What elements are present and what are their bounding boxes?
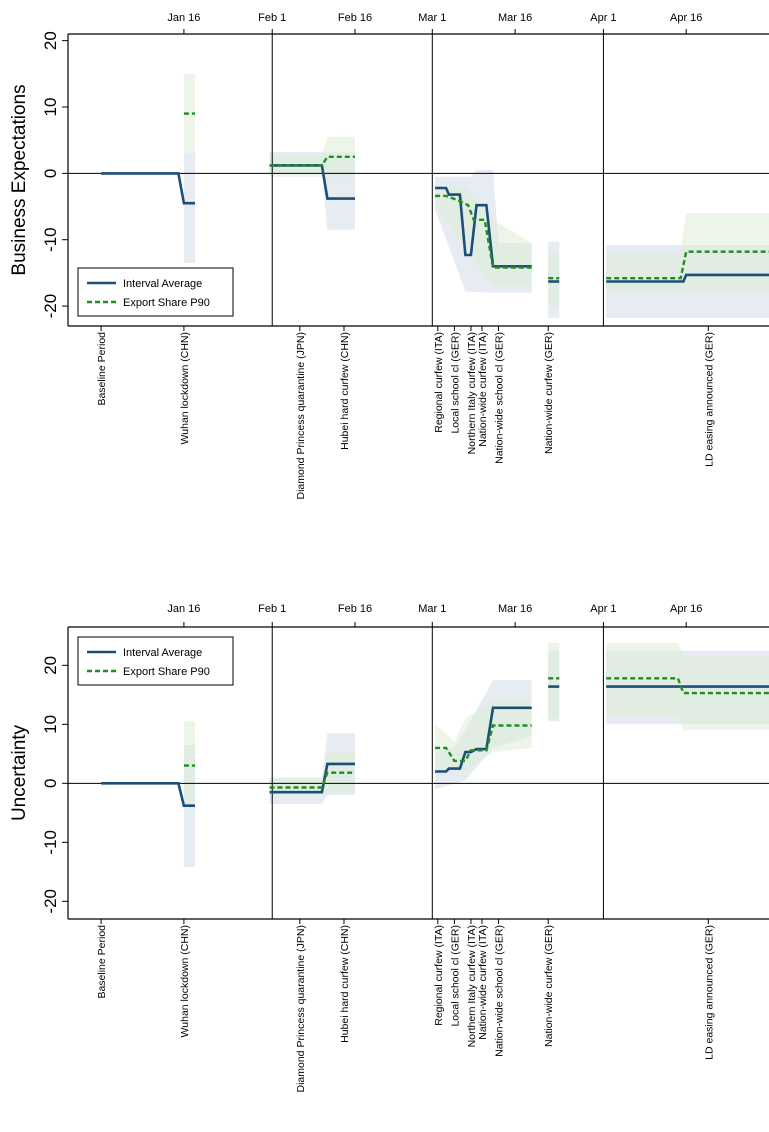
date-tick-label: Mar 16 <box>498 603 532 615</box>
date-tick-label: Jan 16 <box>167 603 200 615</box>
y-axis-title: Uncertainty <box>9 724 30 821</box>
export-share-band <box>269 136 355 177</box>
date-tick-label: Apr 1 <box>590 603 616 615</box>
export-share-line <box>269 771 355 789</box>
event-label: Baseline Period <box>96 332 108 406</box>
date-tick-label: Feb 16 <box>338 12 372 24</box>
export-share-band <box>183 73 195 154</box>
export-share-band <box>435 186 532 287</box>
event-label: Northern Italy curfew (ITA) <box>466 925 478 1047</box>
event-label: Nation-wide curfew (GER) <box>543 925 555 1047</box>
legend: Interval Average Export Share P90 <box>77 636 234 686</box>
event-label: Diamond Princess quarantine (JPN) <box>295 332 307 500</box>
event-label: Nation-wide curfew (GER) <box>543 332 555 454</box>
interval-average-line <box>435 186 532 268</box>
date-tick-label: Apr 1 <box>590 12 616 24</box>
y-tick-label: 0 <box>41 169 60 178</box>
export-share-band <box>435 700 532 772</box>
export-share-line <box>269 155 355 167</box>
export-share-line <box>606 250 769 280</box>
uncertainty-panel: 20 10 0 -10 -20 Uncertainty Jan 16 Feb 1 Feb 16 M… <box>9 603 769 1093</box>
event-label: Hubei hard curfew (CHN) <box>339 332 351 450</box>
event-label: Northern Italy curfew (ITA) <box>466 332 478 454</box>
export-share-line <box>606 677 769 695</box>
event-label: Nation-wide curfew (ITA) <box>477 332 489 447</box>
interval-average-line <box>101 781 195 808</box>
event-label: LD easing announced (GER) <box>703 332 715 467</box>
export-share-line <box>435 724 532 763</box>
y-tick-label: -20 <box>41 294 60 319</box>
event-label: Local school cl (GER) <box>449 925 461 1027</box>
date-tick-label: Feb 16 <box>338 603 372 615</box>
event-label: Local school cl (GER) <box>449 332 461 434</box>
legend-box <box>77 636 234 686</box>
event-label: LD easing announced (GER) <box>703 925 715 1060</box>
export-share-line <box>435 194 532 269</box>
date-tick-label: Apr 16 <box>670 603 702 615</box>
export-share-band <box>548 253 560 307</box>
event-label: Nation-wide curfew (ITA) <box>477 925 489 1040</box>
y-tick-label: -10 <box>41 830 60 855</box>
event-label: Wuhan lockdown (CHN) <box>179 925 191 1037</box>
y-axis-title: Business Expectations <box>9 84 30 275</box>
export-share-band <box>269 752 355 793</box>
event-label: Regional curfew (ITA) <box>433 925 445 1026</box>
event-label: Wuhan lockdown (CHN) <box>179 332 191 444</box>
legend-label-interval-average: Interval Average <box>123 278 202 290</box>
y-tick-label: 20 <box>41 31 60 50</box>
y-tick-label: -20 <box>41 889 60 914</box>
event-label: Hubei hard curfew (CHN) <box>339 925 351 1043</box>
date-tick-label: Mar 1 <box>418 12 446 24</box>
interval-average-line <box>435 706 532 773</box>
date-tick-label: Feb 1 <box>258 12 286 24</box>
event-label: Diamond Princess quarantine (JPN) <box>295 925 307 1093</box>
export-share-band <box>183 721 195 804</box>
legend-label-interval-average: Interval Average <box>123 647 202 659</box>
legend-label-export-share: Export Share P90 <box>123 297 210 309</box>
legend: Interval Average Export Share P90 <box>77 267 234 317</box>
date-tick-label: Feb 1 <box>258 603 286 615</box>
date-tick-label: Mar 1 <box>418 603 446 615</box>
interval-average-line <box>269 762 355 794</box>
event-label: Baseline Period <box>96 925 108 999</box>
export-share-band <box>548 642 560 719</box>
y-tick-label: 20 <box>41 656 60 675</box>
event-label: Nation-wide school cl (GER) <box>494 925 506 1057</box>
event-label: Nation-wide school cl (GER) <box>494 332 506 464</box>
interval-average-band <box>183 153 195 263</box>
date-tick-label: Apr 16 <box>670 12 702 24</box>
event-label: Regional curfew (ITA) <box>433 332 445 433</box>
business-expectations-panel: 20 10 0 -10 -20 Business Expectations Jan 16 Fe… <box>9 12 769 500</box>
interval-average-line <box>101 172 195 205</box>
y-tick-label: 10 <box>41 98 60 117</box>
legend-box <box>77 267 234 317</box>
legend-label-export-share: Export Share P90 <box>123 666 210 678</box>
y-tick-label: 10 <box>41 715 60 734</box>
y-tick-label: -10 <box>41 227 60 252</box>
export-share-band <box>606 213 769 290</box>
y-tick-label: 0 <box>41 779 60 788</box>
date-tick-label: Mar 16 <box>498 12 532 24</box>
date-tick-label: Jan 16 <box>167 12 200 24</box>
interval-average-line <box>606 273 769 283</box>
